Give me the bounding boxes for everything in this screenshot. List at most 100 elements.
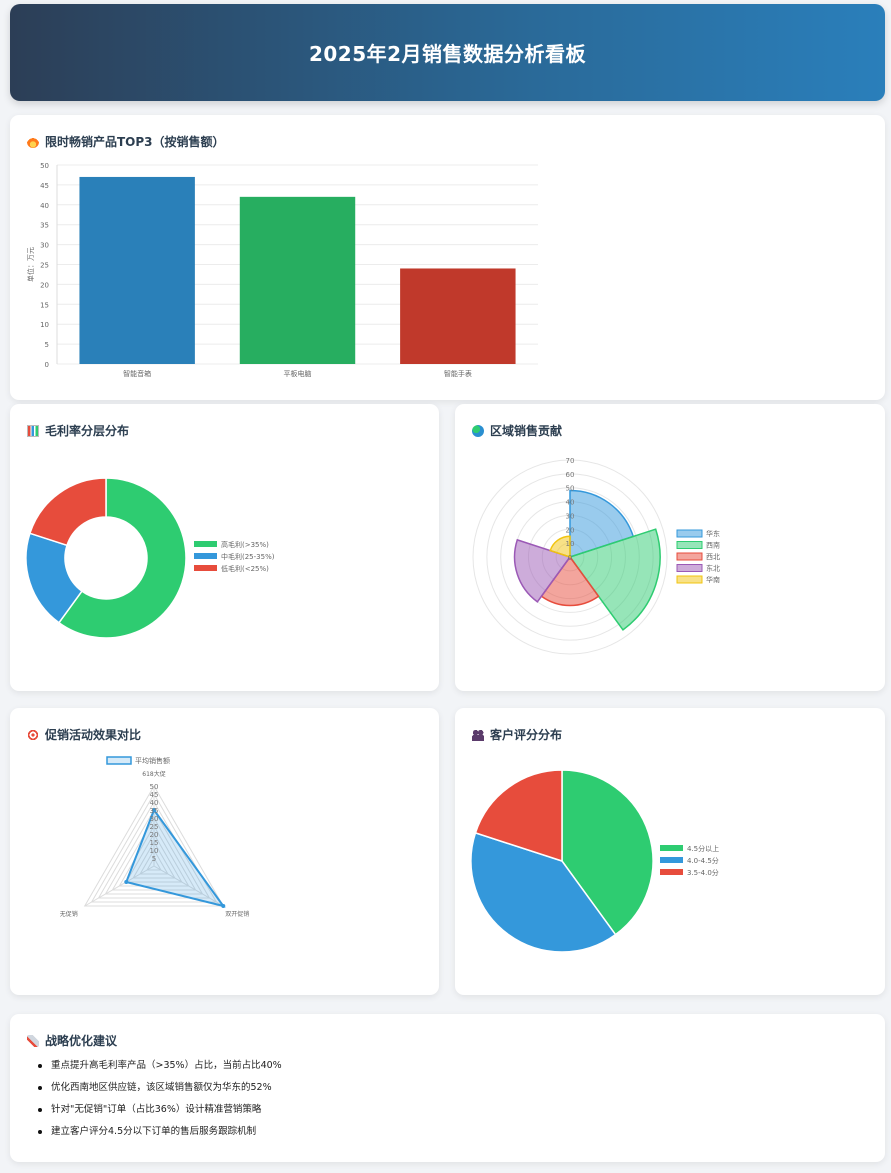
legend-label: 中毛利(25-35%) (221, 552, 275, 561)
radial-tick-label: 25 (150, 823, 159, 831)
legend-swatch (676, 552, 703, 561)
radar-point (124, 880, 129, 884)
radial-tick-label: 50 (566, 485, 575, 493)
advice-item: 针对"无促销"订单（占比36%）设计精准营销策略 (38, 1103, 282, 1125)
legend-label: 西南 (706, 541, 720, 550)
region-card-title: 区域销售贡献 (472, 422, 562, 439)
legend-label: 东北 (706, 564, 720, 573)
y-axis-label: 单位：万元 (26, 247, 35, 282)
pie-slice (28, 477, 107, 547)
rating-card: 客户评分分布 4.5分以上 4.0-4.5分 3.5-4.0分 (455, 708, 885, 995)
radar-axis-label: 618大促 (142, 770, 165, 778)
radial-gridline (472, 459, 668, 655)
x-tick-label: 智能手表 (444, 369, 472, 378)
radar-gridline (146, 857, 162, 871)
bar (400, 268, 516, 364)
y-tick-label: 25 (40, 262, 49, 270)
radar-series-area (124, 807, 226, 908)
promo-title-text: 促销活动效果对比 (45, 728, 142, 742)
polar-segment (549, 535, 571, 559)
target-icon (27, 728, 39, 741)
bar-chart-icon (27, 424, 39, 437)
y-tick-label: 10 (40, 321, 49, 329)
x-tick-label: 平板电脑 (284, 369, 312, 378)
legend-label: 低毛利(<25%) (221, 564, 269, 573)
promo-card: 促销活动效果对比 5 10 15 20 25 30 35 40 45 50 618大促 双开促销 无促销… (10, 708, 439, 995)
legend-swatch (106, 756, 132, 765)
rating-title-text: 客户评分分布 (490, 728, 563, 742)
y-tick-label: 50 (40, 162, 49, 170)
y-tick-label: 5 (45, 341, 49, 349)
radial-tick-label: 0 (568, 554, 572, 562)
margin-donut-chart: 高毛利(>35%) 中毛利(25-35%) 低毛利(<25%) (25, 477, 275, 639)
radar-axis-label: 双开促销 (225, 910, 249, 918)
y-tick-label: 30 (40, 242, 49, 250)
radial-tick-label: 10 (566, 540, 575, 548)
legend-label: 4.0-4.5分 (687, 856, 719, 865)
radar-gridline (83, 784, 225, 907)
legend-swatch (676, 529, 703, 538)
radar-gridline (104, 808, 204, 895)
legend-swatch (194, 565, 217, 571)
promo-card-title: 促销活动效果对比 (27, 726, 141, 743)
x-tick-label: 智能音箱 (123, 369, 151, 378)
radial-tick-label: 30 (150, 815, 159, 823)
radar-gridline (111, 816, 197, 891)
margin-card-title: 毛利率分层分布 (27, 422, 129, 439)
radar-point (221, 904, 226, 908)
polar-segment (540, 555, 600, 607)
region-title-text: 区域销售贡献 (490, 424, 563, 438)
y-tick-label: 20 (40, 281, 49, 289)
legend-label: 平均销售额 (135, 756, 170, 765)
legend-swatch (660, 869, 683, 875)
y-tick-label: 40 (40, 202, 49, 210)
radar-spoke (84, 865, 155, 907)
radar-axis-label: 无促销 (60, 910, 78, 918)
y-tick-label: 0 (45, 361, 49, 369)
y-tick-label: 35 (40, 222, 49, 230)
legend-label: 华南 (706, 575, 720, 584)
margin-title-text: 毛利率分层分布 (45, 424, 130, 438)
legend-swatch (660, 857, 683, 863)
rocket-icon (27, 1034, 39, 1047)
legend-swatch (194, 553, 217, 559)
radial-tick-label: 20 (566, 526, 575, 534)
radial-tick-label: 10 (150, 847, 159, 855)
y-tick-label: 15 (40, 301, 49, 309)
radar-gridline (132, 840, 176, 879)
margin-card: 毛利率分层分布 高毛利(>35%) 中毛利(25-35%) 低毛利(<25%) (10, 404, 439, 691)
legend-label: 4.5分以上 (687, 844, 719, 853)
bar (79, 176, 195, 364)
radial-tick-label: 35 (150, 807, 159, 815)
advice-item: 重点提升高毛利率产品（>35%）占比，当前占比40% (38, 1059, 282, 1081)
rating-card-title: 客户评分分布 (472, 726, 562, 743)
radar-gridline (90, 793, 218, 903)
advice-list: 重点提升高毛利率产品（>35%）占比，当前占比40% 优化西南地区供应链，该区域… (38, 1059, 282, 1147)
legend-label: 西北 (706, 553, 720, 561)
legend-swatch (194, 541, 217, 547)
radial-tick-label: 40 (566, 499, 575, 507)
radar-gridline (139, 848, 169, 875)
region-card: 区域销售贡献 0 10 20 30 40 50 60 70 华东 西南 西北 东北 华南 (455, 404, 885, 691)
advice-item: 建立客户评分4.5分以下订单的售后服务跟踪机制 (38, 1125, 282, 1147)
radial-tick-label: 5 (152, 855, 156, 863)
legend-label: 华东 (706, 529, 720, 538)
polar-segment (569, 489, 635, 559)
people-icon (472, 728, 484, 741)
advice-card: 战略优化建议 重点提升高毛利率产品（>35%）占比，当前占比40% 优化西南地区… (10, 1014, 885, 1162)
top3-card: 限时畅销产品TOP3（按销售额） 0 5 10 15 20 25 30 35 40 45 50 单位：… (10, 115, 885, 400)
globe-icon (472, 424, 484, 437)
legend-swatch (676, 541, 703, 549)
legend-label: 高毛利(>35%) (221, 540, 269, 549)
fire-icon (27, 135, 39, 148)
pie-slice (474, 769, 563, 863)
y-tick-label: 45 (40, 182, 49, 190)
pie-slice (561, 769, 654, 936)
top3-card-title: 限时畅销产品TOP3（按销售额） (27, 133, 225, 150)
bar (239, 196, 356, 364)
polar-segment (513, 538, 572, 603)
dashboard-header: 2025年2月销售数据分析看板 (10, 4, 885, 101)
